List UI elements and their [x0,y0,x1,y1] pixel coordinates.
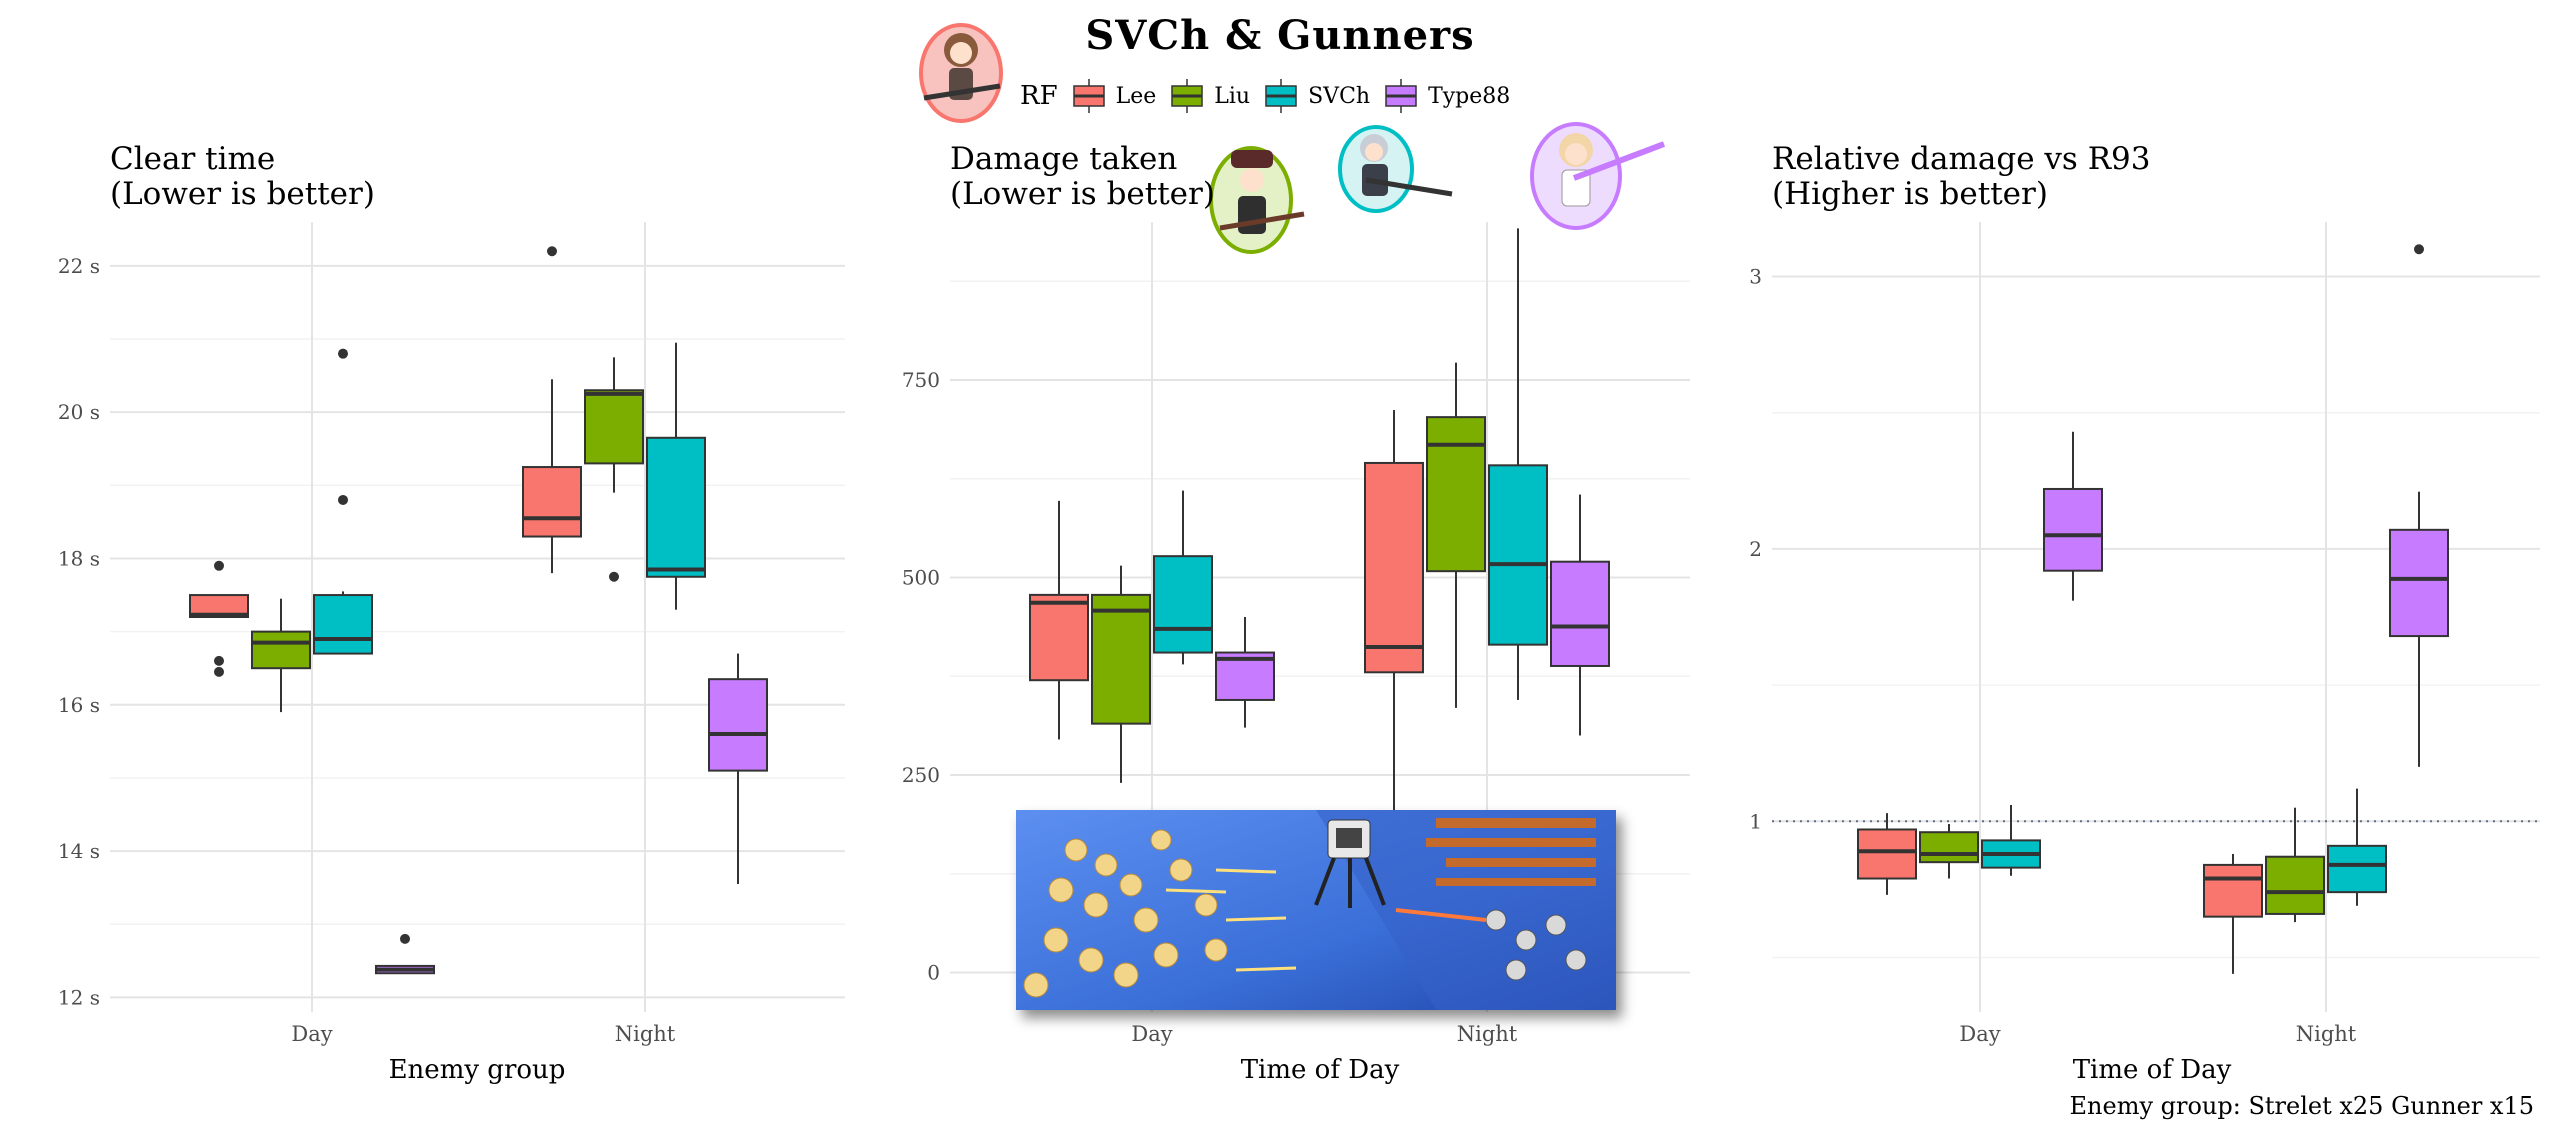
box-lee-night [522,466,582,538]
x-tick-label: Day [291,1022,332,1046]
x-tick-label: Day [1131,1022,1172,1046]
panel-title-relative-damage: Relative damage vs R93 (Higher is better… [1772,142,2150,212]
x-tick-label: Day [1959,1022,2000,1046]
box-lee-night [1364,461,1424,674]
y-tick-label: 1 [1749,809,1762,833]
box-liu-night [1426,416,1486,573]
legend-key-svch [1265,79,1297,113]
legend: RF Lee Liu SVCh Type88 [1020,78,1524,114]
y-tick-label: 0 [927,961,940,985]
y-tick-label: 3 [1749,264,1762,288]
outlier-type88-day [400,933,410,944]
panel-title-damage-taken-line1: Damage taken [950,141,1178,177]
box-svch-day [313,594,373,655]
box-liu-day [1091,593,1151,725]
legend-title: RF [1020,81,1058,111]
x-axis-title: Time of Day [1241,1055,1400,1085]
box-type88-day [1215,651,1275,701]
panel-title-clear-time-line1: Clear time [110,141,276,177]
outlier-lee-day [214,560,224,571]
y-tick-label: 12 s [58,985,100,1009]
legend-label-liu: Liu [1214,83,1251,109]
y-tick-label: 750 [902,368,940,392]
box-svch-night [2327,844,2387,894]
x-axis-title: Enemy group [389,1055,566,1085]
y-tick-label: 18 s [58,546,100,570]
y-tick-label: 16 s [58,693,100,717]
panel-title-damage-taken: Damage taken (Lower is better) [950,142,1215,212]
chibi-svch-icon [1338,125,1453,213]
legend-key-lee [1072,79,1105,113]
caption: Enemy group: Strelet x25 Gunner x15 [2069,1092,2534,1120]
box-type88-night [1550,560,1610,667]
legend-label-svch: SVCh [1308,83,1371,109]
box-liu-night [584,389,644,465]
box-lee-day [1857,828,1917,880]
box-lee-day [1029,593,1089,682]
panel-title-relative-damage-line1: Relative damage vs R93 [1772,141,2151,177]
y-tick-label: 14 s [58,839,100,863]
chibi-rf-icon [919,23,1003,123]
panel-title-relative-damage-line2: (Higher is better) [1772,176,2048,212]
x-tick-label: Night [1457,1022,1518,1046]
y-tick-label: 20 s [58,400,100,424]
outlier-lee-night [547,246,557,257]
box-liu-night [2265,855,2325,915]
box-type88-night [708,678,768,772]
legend-key-type88 [1385,79,1417,113]
box-type88-day [2043,487,2103,572]
chibi-type88-icon [1530,122,1666,230]
y-tick-label: 2 [1749,537,1762,561]
legend-key-liu [1171,79,1204,113]
x-axis-title: Time of Day [2073,1055,2232,1085]
panel-clear-time: 12 s 14 s 16 s 18 s 20 s 22 s Day Night Enemy gr… [58,222,845,1085]
chibi-liu-icon [1209,146,1305,254]
outlier-svch-day [338,494,348,505]
y-tick-label: 500 [902,566,940,590]
box-svch-night [1488,464,1548,646]
outlier-liu-night [609,571,619,582]
y-tick-label: 250 [902,763,940,787]
box-type88-night [2389,528,2449,638]
battle-screenshot-image [1016,810,1616,1010]
page-title: SVCh & Gunners [1085,12,1475,59]
box-lee-day [189,594,249,618]
legend-label-type88: Type88 [1428,83,1511,109]
legend-entry-type88: Type88 [1384,79,1510,113]
panel-title-clear-time: Clear time (Lower is better) [110,142,375,212]
legend-entry-svch: SVCh [1264,79,1370,113]
y-tick-label: 22 s [58,254,100,278]
outlier-lee-day [214,655,224,666]
outlier-type88-night [2414,244,2424,255]
outlier-lee-day [214,666,224,677]
legend-entry-liu: Liu [1170,79,1250,113]
x-tick-label: Night [2296,1022,2357,1046]
box-lee-night [2203,863,2263,918]
box-svch-day [1153,555,1213,654]
box-svch-day [1981,839,2041,869]
legend-label-lee: Lee [1115,83,1157,109]
panel-relative-damage: 1 2 3 Day Night Time of Day [1749,222,2540,1085]
panel-title-clear-time-line2: (Lower is better) [110,176,375,212]
box-svch-night [646,436,706,578]
box-liu-day [251,630,311,670]
outlier-svch-day [338,348,348,359]
x-tick-label: Night [615,1022,676,1046]
box-type88-day [375,964,435,975]
panel-title-damage-taken-line2: (Lower is better) [950,176,1215,212]
box-liu-day [1919,831,1979,864]
legend-entry-lee: Lee [1072,79,1157,113]
